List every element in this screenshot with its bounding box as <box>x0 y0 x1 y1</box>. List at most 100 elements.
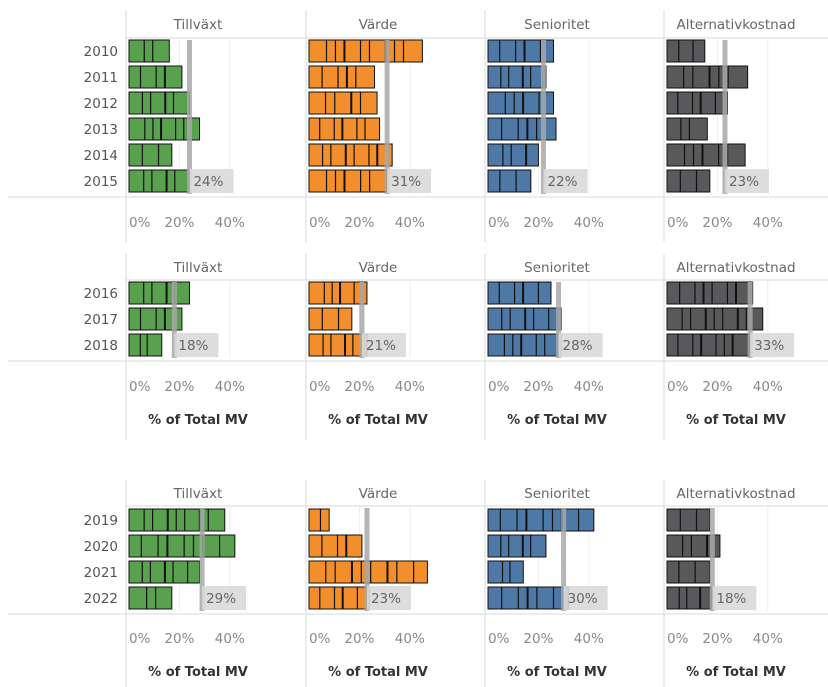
bar <box>128 91 190 115</box>
reference-line <box>540 40 546 194</box>
bar <box>666 508 711 532</box>
year-label: 2012 <box>84 96 118 112</box>
reference-label: 22% <box>547 174 577 190</box>
tick-label: 40% <box>574 215 604 231</box>
bar <box>128 307 183 331</box>
tick-label: 40% <box>215 215 245 231</box>
bar <box>666 65 749 89</box>
bar <box>487 117 557 141</box>
year-label: 2022 <box>84 591 118 607</box>
year-label: 2018 <box>84 338 118 354</box>
panel-header: Senioritet <box>524 486 590 502</box>
panel-header: Alternativkostnad <box>676 17 795 33</box>
bar <box>308 586 370 610</box>
bar <box>487 65 547 89</box>
axis-title: % of Total MV <box>686 665 786 680</box>
panel-senioritet: Senioritet 30% 0% 20% 40% % of Total MV <box>484 480 608 687</box>
panel-tillväxt: Tillväxt 24% 0% 20% 40% <box>125 10 245 242</box>
reference-label: 29% <box>206 591 236 607</box>
bar <box>128 281 190 305</box>
bar <box>666 169 711 193</box>
year-label: 2014 <box>84 148 118 164</box>
bar <box>666 39 706 63</box>
bar <box>666 143 746 167</box>
bar <box>487 534 547 558</box>
reference-label: 24% <box>193 174 223 190</box>
bar <box>666 281 754 305</box>
tick-label: 0% <box>309 379 331 395</box>
tick-label: 40% <box>753 631 783 647</box>
panel-alternativkostnad: Alternativkostnad 23% 0% 20% 40% <box>663 10 796 242</box>
year-label: 2015 <box>84 174 118 190</box>
axis-title: % of Total MV <box>686 413 786 428</box>
panel-värde: Värde 31% 0% 20% 40% <box>305 10 432 242</box>
tick-label: 20% <box>344 379 374 395</box>
reference-line <box>186 40 192 194</box>
reference-line <box>709 508 715 611</box>
reference-line <box>364 508 370 611</box>
tick-label: 40% <box>574 379 604 395</box>
bar <box>128 65 183 89</box>
bar <box>487 91 555 115</box>
tick-label: 0% <box>129 215 151 231</box>
reference-line <box>384 40 390 194</box>
tick-label: 40% <box>753 215 783 231</box>
reference-line <box>722 40 728 194</box>
bar <box>487 333 562 357</box>
year-label: 2010 <box>84 44 118 60</box>
tick-label: 0% <box>129 379 151 395</box>
tick-label: 40% <box>574 631 604 647</box>
tick-label: 0% <box>488 631 510 647</box>
panel-alternativkostnad: Alternativkostnad 33% 0% 20% 40% % of Total M… <box>663 254 796 440</box>
reference-label: 30% <box>568 591 598 607</box>
tick-label: 20% <box>702 631 732 647</box>
reference-label: 31% <box>391 174 421 190</box>
panel-header: Värde <box>359 260 398 276</box>
tick-label: 20% <box>523 379 553 395</box>
chart-section-1: 2010 2011 2012 2013 2014 2015 Tillväxt 24% 0% 20%… <box>8 10 828 242</box>
bar <box>128 586 173 610</box>
reference-line <box>199 508 205 611</box>
tick-label: 20% <box>523 215 553 231</box>
reference-label: 18% <box>716 591 746 607</box>
reference-label-box <box>543 169 588 193</box>
tick-label: 40% <box>215 631 245 647</box>
tick-label: 20% <box>523 631 553 647</box>
bar <box>487 508 595 532</box>
reference-label-box <box>202 586 247 610</box>
year-label: 2016 <box>84 286 118 302</box>
tick-label: 20% <box>164 379 194 395</box>
reference-line <box>747 282 753 358</box>
year-label: 2011 <box>84 70 118 86</box>
reference-label-box <box>366 586 411 610</box>
axis-title: % of Total MV <box>507 413 607 428</box>
bar <box>666 117 708 141</box>
bar <box>666 91 728 115</box>
tick-label: 0% <box>667 631 689 647</box>
bar <box>308 169 388 193</box>
panel-värde: Värde 23% 0% 20% 40% % of Total MV <box>305 480 428 687</box>
bar <box>308 281 368 305</box>
axis-title: % of Total MV <box>148 413 248 428</box>
bar <box>487 169 532 193</box>
bar <box>128 117 201 141</box>
reference-label: 18% <box>178 338 208 354</box>
axis-title: % of Total MV <box>507 665 607 680</box>
reference-label-box <box>189 169 234 193</box>
reference-label-box <box>387 169 432 193</box>
panel-header: Värde <box>359 17 398 33</box>
panel-header: Tillväxt <box>173 17 223 33</box>
bar <box>128 534 236 558</box>
bar <box>128 39 170 63</box>
panel-header: Värde <box>359 486 398 502</box>
reference-line <box>556 282 562 358</box>
bar <box>308 333 368 357</box>
panel-senioritet: Senioritet 28% 0% 20% 40% % of Total MV <box>484 254 607 440</box>
bar <box>128 169 190 193</box>
bar <box>308 65 376 89</box>
reference-label-box <box>558 333 603 357</box>
bar <box>308 143 393 167</box>
chart-section-3: 2019 2020 2021 2022 Tillväxt 29% 0% 20% 40% % of … <box>8 480 828 687</box>
tick-label: 40% <box>215 379 245 395</box>
